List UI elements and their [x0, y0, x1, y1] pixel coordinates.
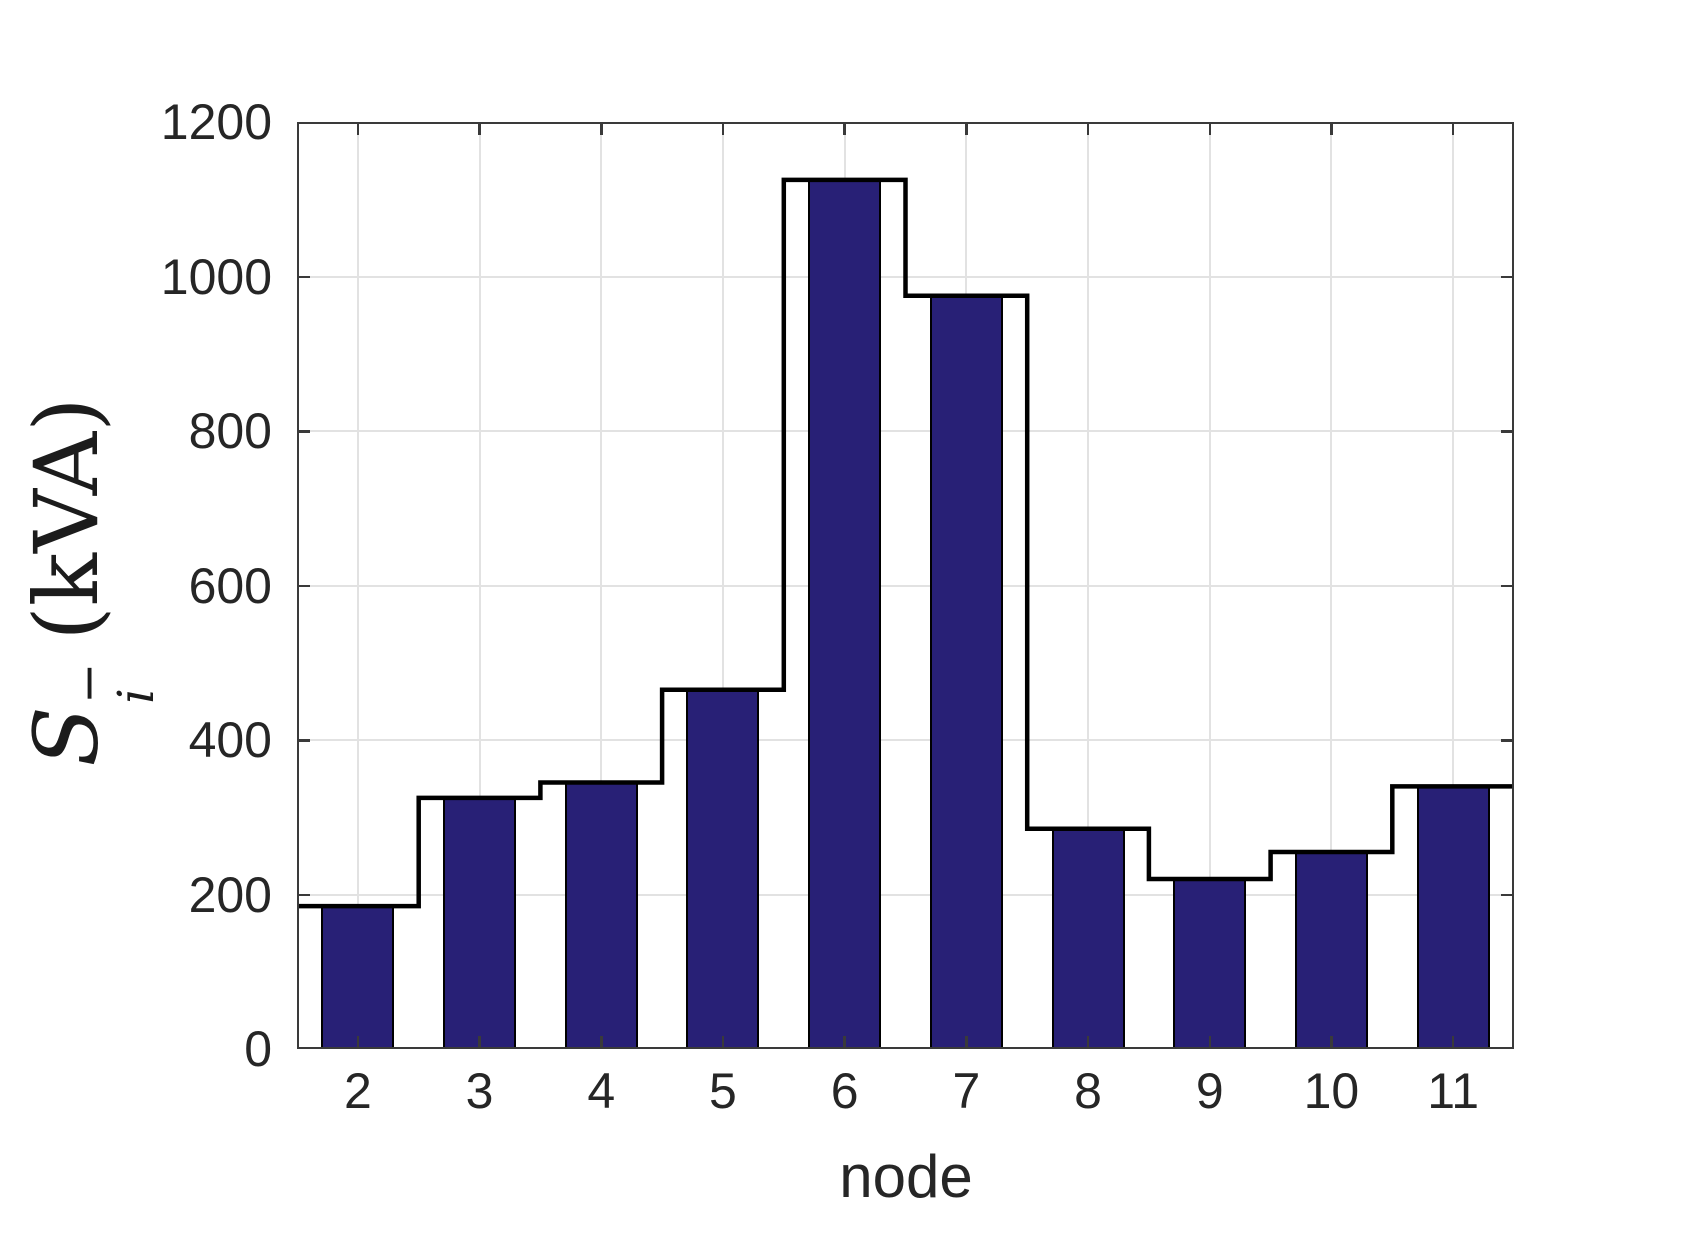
stairs-outline [297, 177, 1514, 909]
ytick-label-800: 800 [188, 403, 272, 459]
ytick-label-0: 0 [244, 1021, 272, 1077]
tick-bottom-5 [721, 1036, 725, 1049]
ytick-label-1200: 1200 [160, 94, 272, 150]
gridline-x-2 [356, 122, 359, 1049]
tick-top-2 [356, 122, 360, 135]
tick-top-11 [1451, 122, 1455, 135]
tick-top-3 [478, 122, 481, 135]
stairs-path [297, 177, 1514, 909]
gridline-x-4 [600, 122, 603, 1049]
xtick-label-7: 7 [952, 1063, 981, 1119]
xtick-label-6: 6 [830, 1063, 859, 1119]
xtick-label-10: 10 [1303, 1063, 1360, 1119]
ytick-label-200: 200 [188, 866, 272, 923]
tick-bottom-6 [843, 1036, 846, 1049]
tick-bottom-3 [478, 1036, 481, 1049]
tick-right-200 [1501, 893, 1514, 896]
ytick-label-400: 400 [188, 712, 272, 768]
tick-bottom-8 [1086, 1036, 1090, 1049]
tick-top-6 [843, 122, 846, 135]
tick-bottom-2 [356, 1036, 360, 1049]
bar-node-5 [686, 689, 760, 1049]
ylabel-units: (kVA) [15, 397, 119, 641]
bar-node-7 [929, 295, 1003, 1049]
xtick-label-9: 9 [1195, 1063, 1224, 1119]
bar-node-6 [808, 179, 882, 1049]
xtick-label-11: 11 [1427, 1063, 1480, 1119]
tick-left-1000 [297, 275, 310, 278]
tick-left-200 [297, 893, 310, 896]
gridline-x-10 [1330, 122, 1333, 1049]
tick-left-800 [297, 430, 310, 433]
gridline-x-9 [1208, 122, 1211, 1049]
gridline-y-600 [297, 584, 1514, 587]
gridline-y-400 [297, 739, 1514, 741]
tick-bottom-9 [1208, 1036, 1211, 1049]
gridline-x-8 [1087, 122, 1090, 1049]
tick-top-9 [1208, 122, 1211, 135]
tick-right-800 [1501, 430, 1514, 433]
tick-left-600 [297, 584, 310, 587]
tick-right-600 [1501, 584, 1514, 587]
ylabel-subscript: i [107, 688, 166, 704]
ylabel-superscript: − [59, 662, 118, 704]
x-axis-label: node [839, 1143, 973, 1210]
gridline-x-5 [721, 122, 724, 1049]
gridline-x-3 [478, 122, 481, 1049]
tick-left-400 [297, 739, 310, 742]
xtick-label-8: 8 [1074, 1063, 1102, 1119]
xtick-label-2: 2 [343, 1063, 372, 1119]
tick-bottom-4 [600, 1036, 603, 1049]
ytick-label-1000: 1000 [160, 248, 272, 305]
tick-top-10 [1330, 122, 1333, 135]
xtick-label-4: 4 [587, 1063, 616, 1119]
tick-top-4 [600, 122, 603, 135]
tick-right-400 [1501, 739, 1514, 742]
ylabel-supsub: − i [59, 662, 166, 704]
gridline-y-800 [297, 430, 1514, 432]
tick-bottom-11 [1451, 1036, 1455, 1049]
bar-node-2 [321, 906, 395, 1049]
ylabel-symbol: S [15, 706, 119, 767]
xtick-label-5: 5 [709, 1063, 737, 1119]
tick-top-7 [965, 122, 968, 135]
tick-bottom-7 [965, 1036, 968, 1049]
gridline-x-11 [1452, 122, 1455, 1049]
xtick-label-3: 3 [465, 1063, 494, 1119]
tick-right-1000 [1501, 275, 1514, 278]
gridline-y-200 [297, 893, 1514, 896]
tick-top-8 [1086, 122, 1090, 135]
tick-top-5 [721, 122, 725, 135]
bar-node-10 [1294, 852, 1368, 1049]
bar-node-11 [1416, 786, 1490, 1049]
bar-node-9 [1173, 879, 1247, 1049]
plot-area [297, 122, 1514, 1049]
tick-bottom-10 [1330, 1036, 1333, 1049]
ytick-label-600: 600 [188, 557, 272, 614]
